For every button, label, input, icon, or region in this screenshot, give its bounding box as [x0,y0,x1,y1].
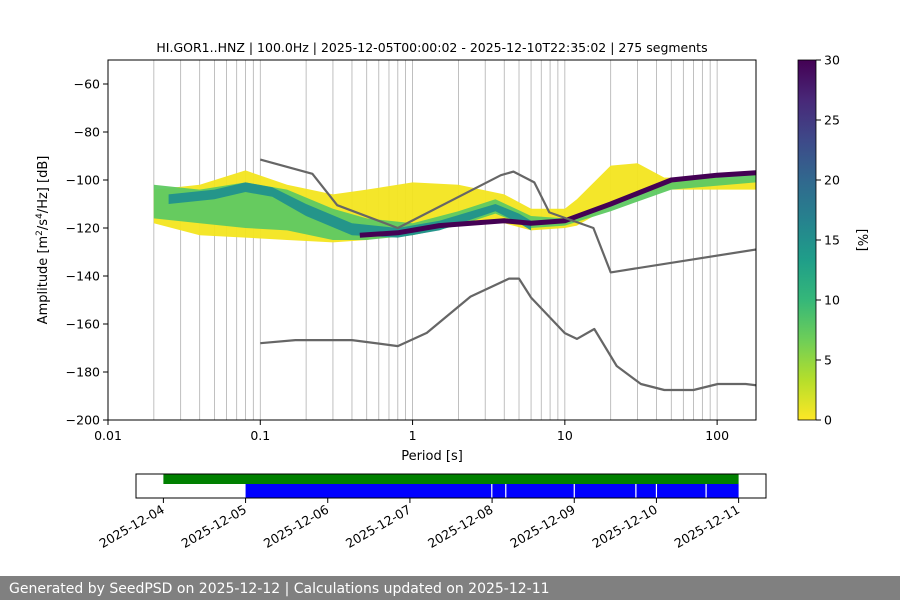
timeline-tick-label: 2025-12-10 [590,502,660,551]
y-tick-label: −180 [66,365,100,380]
x-tick-label: 0.1 [250,428,270,443]
colorbar-tick-label: 0 [824,413,832,428]
psd-density [153,163,756,243]
noise-model-nlnm [260,277,756,392]
density-band-2 [153,172,756,240]
colorbar-tick-label: 30 [824,53,840,68]
timeline-tick-label: 2025-12-11 [672,502,742,551]
timeline-tick-label: 2025-12-05 [179,502,249,551]
y-tick-label: −100 [66,173,100,188]
y-tick-label: −160 [66,317,100,332]
y-axis-ticks: −200 −180 −160 −140 −120 −100 −80 −60 [66,77,108,428]
timeline-panel: 2025-12-04 2025-12-05 2025-12-06 2025-12-07… [96,473,767,551]
timeline-tick-label: 2025-12-04 [96,502,166,551]
y-tick-label: −120 [66,221,100,236]
mode-line [359,170,756,238]
x-axis-label: Period [s] [401,449,463,464]
x-tick-label: 0.01 [94,428,122,443]
colorbar-tick-label: 5 [824,353,832,368]
timeline-tick-label: 2025-12-09 [507,502,577,551]
x-tick-label: 1 [409,428,417,443]
colorbar-tick-label: 20 [824,173,840,188]
figure: HI.GOR1..HNZ | 100.0Hz | 2025-12-05T00:0… [35,40,869,551]
timeline-frame [135,473,767,499]
y-tick-label: −200 [66,413,100,428]
colorbar: 0 5 10 15 20 25 30 [%] [797,53,869,428]
y-tick-label: −80 [74,125,100,140]
footer-text: Generated by SeedPSD on 2025-12-12 | Cal… [9,581,550,597]
x-axis-ticks: 0.01 0.1 1 10 100 [94,420,729,443]
y-tick-label: −60 [74,77,100,92]
colorbar-ticks: 0 5 10 15 20 25 30 [816,53,840,428]
colorbar-label: [%] [854,229,869,252]
grid-lines [107,60,718,420]
timeline-tick-label: 2025-12-07 [343,502,413,551]
plot-frame [107,59,757,421]
noise-model-nhnm [260,158,756,274]
x-tick-label: 100 [705,428,729,443]
chart-title: HI.GOR1..HNZ | 100.0Hz | 2025-12-05T00:0… [156,40,707,55]
timeline-ticks: 2025-12-04 2025-12-05 2025-12-06 2025-12-07… [96,498,742,551]
colorbar-tick-label: 25 [824,113,840,128]
y-tick-label: −140 [66,269,100,284]
colorbar-gradient [797,59,817,421]
timeline-bars [163,474,739,498]
psd-plot-area: 0.01 0.1 1 10 100 −200 −180 −160 −140 −120 −100 −8… [66,59,757,443]
footer-bar: Generated by SeedPSD on 2025-12-12 | Cal… [0,576,900,600]
timeline-tick-label: 2025-12-06 [261,502,331,551]
y-axis-label: Amplitude [m2/s4/Hz] [dB] [35,156,51,325]
colorbar-tick-label: 10 [824,293,840,308]
x-tick-label: 10 [557,428,573,443]
colorbar-tick-label: 15 [824,233,840,248]
timeline-tick-label: 2025-12-08 [425,502,495,551]
noise-models [260,158,756,392]
coverage-bar [163,474,739,484]
